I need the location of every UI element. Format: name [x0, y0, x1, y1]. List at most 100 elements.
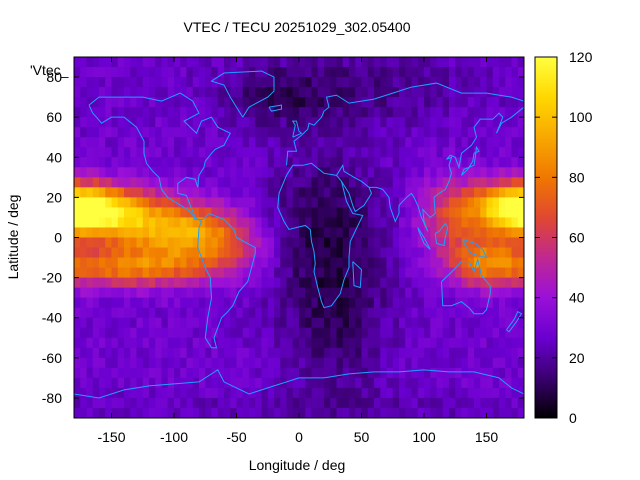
heatmap-cell — [130, 57, 137, 68]
heatmap-cell — [505, 97, 512, 108]
heatmap-cell — [330, 167, 337, 178]
heatmap-cell — [187, 57, 194, 68]
heatmap-cell — [193, 308, 200, 319]
heatmap-cell — [168, 268, 175, 279]
heatmap-cell — [368, 268, 375, 279]
heatmap-cell — [118, 137, 125, 148]
heatmap-cell — [99, 217, 106, 228]
heatmap-cell — [155, 288, 162, 299]
heatmap-cell — [230, 137, 237, 148]
heatmap-cell — [118, 278, 125, 289]
heatmap-cell — [368, 258, 375, 269]
heatmap-cell — [187, 318, 194, 329]
heatmap-cell — [299, 398, 306, 409]
heatmap-cell — [180, 107, 187, 118]
heatmap-cell — [268, 137, 275, 148]
x-tick-label: 100 — [412, 429, 436, 445]
heatmap-cell — [368, 57, 375, 68]
heatmap-cell — [305, 308, 312, 319]
heatmap-cell — [324, 268, 331, 279]
heatmap-cell — [330, 97, 337, 108]
heatmap-cell — [112, 207, 119, 218]
heatmap-cell — [137, 268, 144, 279]
heatmap-cell — [80, 408, 87, 419]
heatmap-cell — [424, 87, 431, 98]
heatmap-cell — [287, 107, 294, 118]
heatmap-cell — [468, 57, 475, 68]
heatmap-cell — [480, 127, 487, 138]
heatmap-cell — [218, 107, 225, 118]
heatmap-cell — [162, 117, 169, 128]
heatmap-cell — [105, 97, 112, 108]
heatmap-cell — [124, 57, 131, 68]
heatmap-cell — [243, 207, 250, 218]
heatmap-cell — [305, 378, 312, 389]
heatmap-cell — [299, 167, 306, 178]
heatmap-cell — [162, 378, 169, 389]
heatmap-cell — [487, 67, 494, 78]
heatmap-cell — [343, 127, 350, 138]
heatmap-cell — [305, 87, 312, 98]
heatmap-cell — [380, 177, 387, 188]
heatmap-cell — [274, 288, 281, 299]
heatmap-cell — [149, 348, 156, 359]
heatmap-cell — [387, 288, 394, 299]
heatmap-cell — [512, 167, 519, 178]
heatmap-cell — [230, 187, 237, 198]
heatmap-cell — [418, 378, 425, 389]
heatmap-cell — [368, 398, 375, 409]
heatmap-cell — [237, 248, 244, 259]
heatmap-cell — [399, 157, 406, 168]
heatmap-cell — [137, 288, 144, 299]
heatmap-cell — [337, 137, 344, 148]
heatmap-cell — [368, 147, 375, 158]
heatmap-cell — [349, 348, 356, 359]
heatmap-cell — [412, 288, 419, 299]
heatmap-cell — [293, 398, 300, 409]
heatmap-cell — [199, 137, 206, 148]
heatmap-cell — [387, 368, 394, 379]
heatmap-cell — [312, 197, 319, 208]
heatmap-cell — [393, 147, 400, 158]
heatmap-cell — [274, 117, 281, 128]
heatmap-cell — [412, 187, 419, 198]
heatmap-cell — [499, 187, 506, 198]
heatmap-cell — [412, 238, 419, 249]
heatmap-cell — [230, 127, 237, 138]
heatmap-cell — [99, 147, 106, 158]
heatmap-cell — [399, 248, 406, 259]
heatmap-cell — [105, 348, 112, 359]
heatmap-cell — [337, 207, 344, 218]
heatmap-cell — [418, 308, 425, 319]
heatmap-cell — [405, 398, 412, 409]
heatmap-cell — [324, 388, 331, 399]
heatmap-cell — [130, 167, 137, 178]
heatmap-cell — [162, 67, 169, 78]
heatmap-cell — [412, 348, 419, 359]
heatmap-cell — [430, 57, 437, 68]
heatmap-cell — [180, 328, 187, 339]
heatmap-cell — [474, 67, 481, 78]
heatmap-cell — [274, 137, 281, 148]
heatmap-cell — [318, 77, 325, 88]
heatmap-cell — [299, 157, 306, 168]
heatmap-cell — [499, 238, 506, 249]
heatmap-cell — [355, 137, 362, 148]
heatmap-cell — [268, 258, 275, 269]
heatmap-cell — [149, 278, 156, 289]
heatmap-cell — [487, 207, 494, 218]
heatmap-cell — [105, 288, 112, 299]
heatmap-cell — [80, 308, 87, 319]
heatmap-cell — [143, 127, 150, 138]
heatmap-cell — [255, 378, 262, 389]
heatmap-cell — [268, 298, 275, 309]
heatmap-cell — [74, 308, 81, 319]
heatmap-cell — [455, 187, 462, 198]
heatmap-cell — [355, 77, 362, 88]
heatmap-cell — [399, 107, 406, 118]
heatmap-cell — [493, 348, 500, 359]
heatmap-cell — [318, 238, 325, 249]
heatmap-cell — [324, 318, 331, 329]
heatmap-cell — [405, 107, 412, 118]
heatmap-cell — [380, 117, 387, 128]
